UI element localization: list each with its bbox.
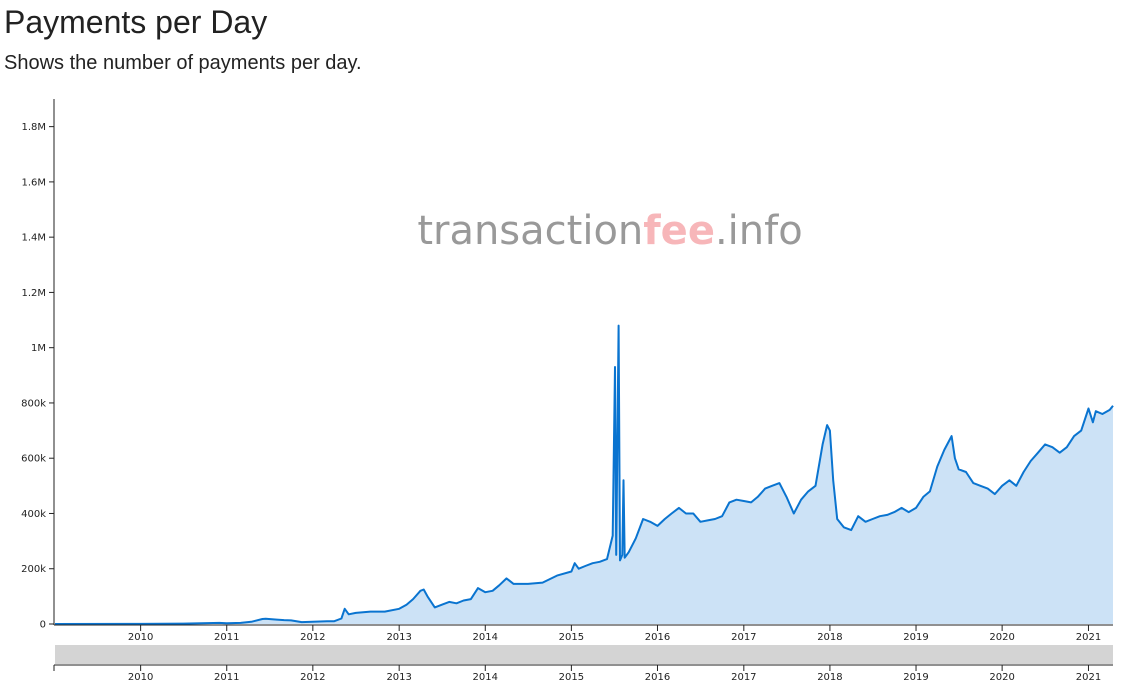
y-tick-label: 1.4M [21,233,46,244]
x-axis: 2010 2011 2012 2013 2014 2015 2016 2017 2018 2019… [54,624,1113,643]
page-subtitle: Shows the number of payments per day. [4,52,362,74]
y-tick-label: 800k [21,398,46,409]
x-tick-label: 2017 [731,632,756,643]
brush-x-tick-label: 2016 [645,672,670,683]
x-tick-label: 2014 [473,632,498,643]
brush-x-tick-label: 2013 [386,672,411,683]
x-tick-label: 2021 [1076,632,1101,643]
y-tick-label: 400k [21,509,46,520]
y-tick-label: 200k [21,564,46,575]
watermark-part-1: transaction [417,208,643,254]
brush-x-tick-label: 2018 [817,672,842,683]
x-tick-label: 2018 [817,632,842,643]
y-tick-label: 1M [31,343,46,354]
x-tick-label: 2011 [214,632,239,643]
series-area [55,325,1113,624]
y-axis: 0 200k 400k 600k 800k 1M 1.2M 1.4M 1.6M 1.8M [21,99,55,631]
range-brush[interactable] [55,645,1113,664]
brush-x-tick-label: 2015 [559,672,584,683]
y-tick-label: 0 [40,620,46,631]
brush-x-tick-label: 2019 [903,672,928,683]
watermark: transactionfee.info [417,208,802,254]
y-tick-label: 600k [21,454,46,465]
x-tick-label: 2015 [559,632,584,643]
page-title: Payments per Day [4,4,268,40]
brush-x-axis: 2010 2011 2012 2013 2014 2015 2016 2017 2018 2019… [53,664,1113,683]
brush-x-tick-label: 2017 [731,672,756,683]
x-tick-label: 2013 [386,632,411,643]
y-tick-label: 1.2M [21,288,46,299]
main-plot [54,324,1114,625]
y-tick-label: 1.6M [21,177,46,188]
series-line [54,324,1114,625]
watermark-part-2: fee [643,208,715,254]
x-tick-label: 2020 [989,632,1014,643]
brush-x-tick-label: 2012 [300,672,325,683]
x-tick-label: 2012 [300,632,325,643]
x-tick-label: 2019 [903,632,928,643]
y-tick-label: 1.8M [21,122,46,133]
brush-x-tick-label: 2010 [128,672,153,683]
brush-x-tick-label: 2021 [1076,672,1101,683]
brush-x-tick-label: 2011 [214,672,239,683]
brush-x-tick-label: 2014 [473,672,498,683]
x-tick-label: 2010 [128,632,153,643]
brush-x-tick-label: 2020 [989,672,1014,683]
x-tick-label: 2016 [645,632,670,643]
watermark-part-3: .info [715,208,803,254]
